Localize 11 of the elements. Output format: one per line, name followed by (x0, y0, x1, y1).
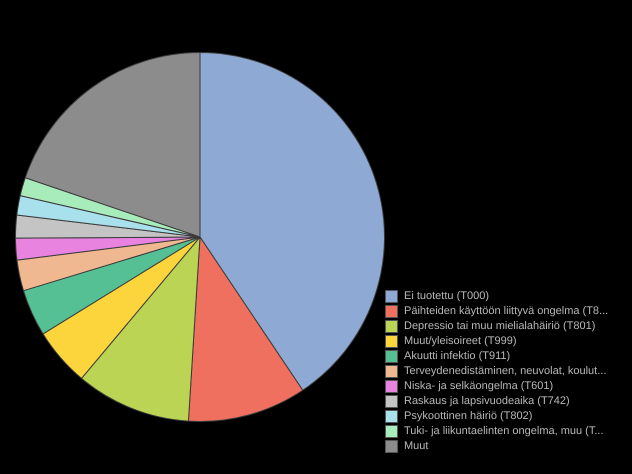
legend-label: Niska- ja selkäongelma (T601) (404, 379, 554, 394)
legend-label: Depressio tai muu mielialahäiriö (T801) (404, 319, 596, 334)
legend-label: Muut/yleisoireet (T999) (404, 334, 516, 349)
legend-label: Muut (404, 439, 428, 454)
legend-label: Tuki- ja liikuntaelinten ongelma, muu (T... (404, 424, 604, 439)
legend-label: Akuutti infektio (T911) (404, 349, 510, 364)
legend-label: Psykoottinen häiriö (T802) (404, 409, 532, 424)
legend-label: Päihteiden käyttöön liittyvä ongelma (T8... (404, 304, 608, 319)
legend-label: Ei tuotettu (T000) (404, 289, 489, 304)
legend-label: Terveydenedistäminen, neuvolat, koulut... (404, 364, 606, 379)
legend-label: Raskaus ja lapsivuodeaika (T742) (404, 394, 570, 409)
